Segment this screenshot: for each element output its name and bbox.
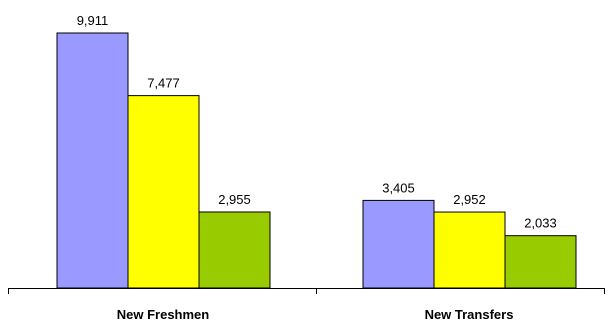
category-label-new-transfers: New Transfers [425, 307, 514, 322]
bar-series-3-new-freshmen [198, 211, 271, 289]
bars-layer [56, 32, 577, 289]
bar-series-2-new-freshmen [127, 95, 200, 289]
x-axis-ticks [8, 288, 605, 294]
category-labels: New Freshmen New Transfers [117, 307, 514, 322]
bar-series-1-new-transfers [362, 199, 435, 289]
category-label-new-freshmen: New Freshmen [117, 307, 210, 322]
data-label-series-3-new-freshmen: 2,955 [218, 192, 251, 207]
data-label-series-3-new-transfers: 2,033 [524, 216, 557, 231]
data-label-series-1-new-freshmen: 9,911 [77, 13, 109, 28]
data-labels-layer: 9,911 3,405 7,477 2,952 2,955 2,033 [77, 13, 557, 231]
data-label-series-2-new-freshmen: 7,477 [147, 76, 180, 91]
data-label-series-1-new-transfers: 3,405 [382, 180, 415, 195]
data-label-series-2-new-transfers: 2,952 [453, 192, 486, 207]
bar-series-3-new-transfers [504, 235, 577, 289]
bar-series-2-new-transfers [433, 211, 506, 289]
bar-series-1-new-freshmen [56, 32, 129, 289]
